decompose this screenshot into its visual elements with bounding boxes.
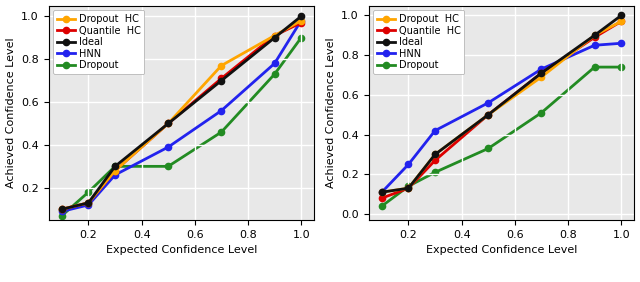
HNN bbox=[378, 190, 386, 194]
Quantile  HC bbox=[218, 77, 225, 80]
HNN bbox=[298, 19, 305, 22]
Line: Ideal: Ideal bbox=[379, 12, 624, 195]
Ideal bbox=[378, 190, 386, 194]
Quantile  HC bbox=[271, 34, 278, 37]
Ideal bbox=[271, 36, 278, 39]
Line: HNN: HNN bbox=[59, 17, 304, 215]
Quantile  HC bbox=[298, 21, 305, 25]
X-axis label: Expected Confidence Level: Expected Confidence Level bbox=[106, 245, 257, 255]
Dropout bbox=[538, 111, 545, 114]
X-axis label: Expected Confidence Level: Expected Confidence Level bbox=[426, 245, 577, 255]
Ideal bbox=[218, 79, 225, 82]
Line: HNN: HNN bbox=[379, 40, 624, 195]
HNN bbox=[218, 109, 225, 112]
Dropout bbox=[378, 204, 386, 208]
Dropout  HC bbox=[591, 34, 598, 37]
Dropout bbox=[404, 184, 412, 188]
Dropout  HC bbox=[538, 75, 545, 79]
HNN bbox=[84, 203, 92, 207]
Quantile  HC bbox=[431, 159, 439, 162]
Dropout  HC bbox=[431, 153, 439, 156]
Ideal bbox=[111, 165, 119, 168]
Dropout bbox=[618, 65, 625, 69]
Line: Quantile  HC: Quantile HC bbox=[59, 19, 304, 212]
Dropout  HC bbox=[218, 64, 225, 67]
HNN bbox=[58, 210, 66, 213]
HNN bbox=[431, 129, 439, 132]
Quantile  HC bbox=[378, 197, 386, 200]
HNN bbox=[591, 43, 598, 47]
Dropout  HC bbox=[378, 190, 386, 194]
Dropout  HC bbox=[271, 34, 278, 37]
Quantile  HC bbox=[111, 169, 119, 172]
HNN bbox=[271, 62, 278, 65]
HNN bbox=[538, 67, 545, 71]
Line: Dropout: Dropout bbox=[59, 35, 304, 219]
Dropout  HC bbox=[58, 208, 66, 211]
HNN bbox=[618, 41, 625, 45]
Dropout bbox=[591, 65, 598, 69]
Dropout bbox=[58, 214, 66, 217]
Line: Dropout  HC: Dropout HC bbox=[379, 18, 624, 195]
Ideal bbox=[431, 153, 439, 156]
Dropout bbox=[484, 147, 492, 150]
Dropout  HC bbox=[84, 201, 92, 204]
Line: Quantile  HC: Quantile HC bbox=[379, 18, 624, 201]
Line: Ideal: Ideal bbox=[59, 13, 304, 212]
Legend: Dropout  HC, Quantile  HC, Ideal, HNN, Dropout: Dropout HC, Quantile HC, Ideal, HNN, Dro… bbox=[54, 10, 145, 74]
Dropout bbox=[164, 165, 172, 168]
Ideal bbox=[404, 186, 412, 190]
Dropout  HC bbox=[298, 19, 305, 22]
Dropout  HC bbox=[618, 20, 625, 23]
Quantile  HC bbox=[538, 71, 545, 75]
HNN bbox=[111, 173, 119, 177]
Quantile  HC bbox=[591, 36, 598, 39]
HNN bbox=[404, 163, 412, 166]
Dropout bbox=[431, 171, 439, 174]
Ideal bbox=[591, 34, 598, 37]
Ideal bbox=[164, 122, 172, 125]
Dropout  HC bbox=[111, 169, 119, 172]
Dropout bbox=[218, 130, 225, 134]
Quantile  HC bbox=[164, 122, 172, 125]
Quantile  HC bbox=[404, 186, 412, 190]
Dropout  HC bbox=[164, 122, 172, 125]
Quantile  HC bbox=[84, 201, 92, 204]
Quantile  HC bbox=[58, 208, 66, 211]
Dropout bbox=[271, 72, 278, 76]
Quantile  HC bbox=[618, 20, 625, 23]
Legend: Dropout  HC, Quantile  HC, Ideal, HNN, Dropout: Dropout HC, Quantile HC, Ideal, HNN, Dro… bbox=[374, 10, 465, 74]
Y-axis label: Achieved Confidence Level: Achieved Confidence Level bbox=[6, 38, 15, 188]
Ideal bbox=[618, 14, 625, 17]
Ideal bbox=[58, 208, 66, 211]
HNN bbox=[484, 101, 492, 105]
Line: Dropout  HC: Dropout HC bbox=[59, 17, 304, 212]
Ideal bbox=[298, 15, 305, 18]
Line: Dropout: Dropout bbox=[379, 64, 624, 209]
Dropout  HC bbox=[404, 186, 412, 190]
Dropout bbox=[298, 36, 305, 39]
Dropout bbox=[84, 190, 92, 194]
Ideal bbox=[538, 71, 545, 75]
Dropout bbox=[111, 165, 119, 168]
Quantile  HC bbox=[484, 113, 492, 116]
Ideal bbox=[84, 201, 92, 204]
Dropout  HC bbox=[484, 113, 492, 116]
Ideal bbox=[484, 113, 492, 116]
HNN bbox=[164, 145, 172, 149]
Y-axis label: Achieved Confidence Level: Achieved Confidence Level bbox=[326, 38, 335, 188]
